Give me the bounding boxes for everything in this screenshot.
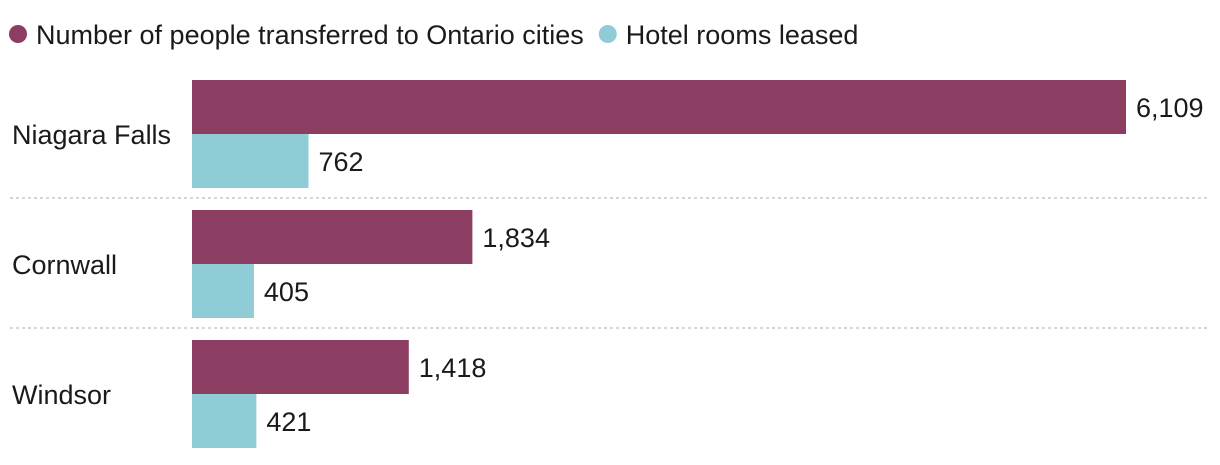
category-label-niagara-falls: Niagara Falls xyxy=(12,120,171,150)
value-label-windsor-number-of-people-transferred-to-ontario-cities: 1,418 xyxy=(419,353,487,383)
bars-group xyxy=(192,80,1126,448)
value-label-niagara-falls-number-of-people-transferred-to-ontario-cities: 6,109 xyxy=(1136,93,1204,123)
category-label-windsor: Windsor xyxy=(12,380,111,410)
value-label-cornwall-number-of-people-transferred-to-ontario-cities: 1,834 xyxy=(482,223,550,253)
bar-windsor-hotel-rooms-leased xyxy=(192,394,257,448)
legend-label-hotel-rooms-leased: Hotel rooms leased xyxy=(626,20,859,50)
value-label-windsor-hotel-rooms-leased: 421 xyxy=(266,407,311,437)
legend-label-number-of-people-transferred-to-ontario-cities: Number of people transferred to Ontario … xyxy=(36,20,584,50)
value-label-cornwall-hotel-rooms-leased: 405 xyxy=(264,277,309,307)
bar-cornwall-hotel-rooms-leased xyxy=(192,264,254,318)
bar-niagara-falls-hotel-rooms-leased xyxy=(192,134,309,188)
bar-cornwall-number-of-people-transferred-to-ontario-cities xyxy=(192,210,473,264)
bar-niagara-falls-number-of-people-transferred-to-ontario-cities xyxy=(192,80,1126,134)
bar-windsor-number-of-people-transferred-to-ontario-cities xyxy=(192,340,409,394)
legend-marker-hotel-rooms-leased xyxy=(598,25,617,43)
labels-group: Niagara Falls 6,109 762 Cornwall 1,834 405 Win… xyxy=(12,93,1204,437)
legend: Number of people transferred to Ontario … xyxy=(9,20,858,50)
category-label-cornwall: Cornwall xyxy=(12,250,117,280)
value-label-niagara-falls-hotel-rooms-leased: 762 xyxy=(319,147,364,177)
legend-marker-number-of-people-transferred-to-ontario-cities xyxy=(9,25,27,43)
row-separators xyxy=(10,197,1210,329)
